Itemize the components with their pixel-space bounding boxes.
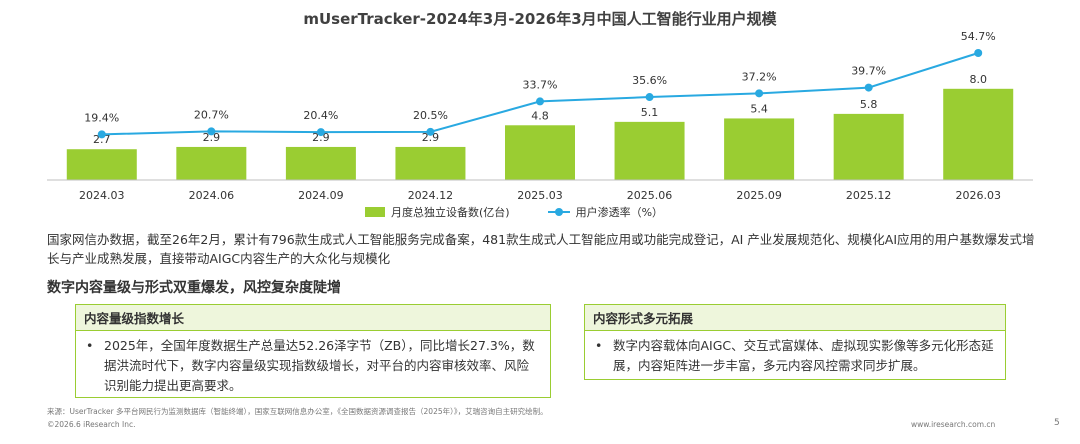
content-form-body: • 数字内容载体向AIGC、交互式富媒体、虚拟现实影像等多元化形态延展，内容矩阵… xyxy=(585,331,1005,381)
bar-value-label: 8.0 xyxy=(969,73,987,86)
line-value-label: 19.4% xyxy=(84,111,119,124)
line-point xyxy=(974,49,983,57)
line-value-label: 37.2% xyxy=(742,70,777,83)
chart-area: 2.7 2024.03 2.9 2024.06 2.9 2024.09 2.9 2024.12… xyxy=(47,30,1033,202)
line-value-label: 33.7% xyxy=(523,78,558,91)
line-value-label: 54.7% xyxy=(961,30,996,43)
bar-value-label: 5.8 xyxy=(860,98,878,111)
bar xyxy=(833,113,904,180)
line-value-label: 20.4% xyxy=(303,109,338,122)
bullet-icon: • xyxy=(86,338,94,353)
bar xyxy=(176,146,247,180)
bar xyxy=(505,125,575,180)
policy-note: 国家网信办数据，截至26年2月，累计有796款生成式人工智能服务完成备案，481… xyxy=(47,232,1035,266)
bar xyxy=(614,121,685,180)
bullet-icon: • xyxy=(595,338,603,353)
line-value-label: 20.5% xyxy=(413,109,448,122)
copyright: ©2026.6 iResearch Inc. xyxy=(47,420,136,429)
legend-item-penetration: 用户渗透率（%） xyxy=(547,204,664,220)
line-value-label: 20.7% xyxy=(194,108,229,121)
section-subheading: 数字内容量级与形式双重爆发，风控复杂度陡增 xyxy=(47,280,341,296)
bar xyxy=(943,88,1014,180)
x-tick-label: 2024.12 xyxy=(408,189,454,202)
line-point xyxy=(645,93,654,102)
bar-value-label: 2.9 xyxy=(312,131,330,144)
legend-line-swatch xyxy=(547,207,570,217)
website: www.iresearch.com.cn xyxy=(911,420,996,429)
chart-title: mUserTracker-2024年3月-2026年3月中国人工智能行业用户规模 xyxy=(303,10,777,28)
content-volume-body: • 2025年，全国年度数据生产总量达52.26泽字节（ZB），同比增长27.3… xyxy=(76,331,550,401)
bar-value-label: 5.1 xyxy=(641,106,659,119)
bar-value-label: 5.4 xyxy=(750,102,768,115)
line-point xyxy=(316,128,325,137)
x-tick-label: 2025.03 xyxy=(517,189,563,202)
bar-value-label: 2.9 xyxy=(422,131,440,144)
legend-bar-swatch xyxy=(365,207,385,217)
line-point xyxy=(207,127,216,136)
bar xyxy=(395,146,466,180)
legend-line-label: 用户渗透率（%） xyxy=(575,206,664,219)
bar xyxy=(285,146,356,180)
page-number: 5 xyxy=(1054,418,1060,428)
line-point xyxy=(864,83,873,92)
source-note: 来源：UserTracker 多平台网民行为监测数据库（智能终端），国家互联网信… xyxy=(47,407,548,416)
content-volume-text: 2025年，全国年度数据生产总量达52.26泽字节（ZB），同比增长27.3%，… xyxy=(104,338,535,393)
line-point xyxy=(426,127,435,136)
x-tick-label: 2025.09 xyxy=(736,189,782,202)
x-tick-label: 2024.06 xyxy=(189,189,235,202)
line-point xyxy=(97,130,106,139)
legend-item-devices: 月度总独立设备数(亿台) xyxy=(365,204,510,220)
x-tick-label: 2024.09 xyxy=(298,189,344,202)
x-tick-label: 2025.12 xyxy=(846,189,892,202)
chart-legend: 月度总独立设备数(亿台) 用户渗透率（%） xyxy=(365,204,663,220)
bar xyxy=(66,149,137,180)
line-value-label: 35.6% xyxy=(632,74,667,87)
content-form-box: 内容形式多元拓展 • 数字内容载体向AIGC、交互式富媒体、虚拟现实影像等多元化… xyxy=(584,304,1006,380)
line-point xyxy=(755,89,764,98)
bar-value-label: 2.9 xyxy=(203,131,221,144)
x-tick-label: 2024.03 xyxy=(79,189,125,202)
bar-value-label: 4.8 xyxy=(531,109,549,122)
line-value-label: 39.7% xyxy=(851,65,886,78)
line-point xyxy=(536,97,544,106)
bar xyxy=(724,118,795,180)
x-tick-label: 2025.06 xyxy=(627,189,673,202)
x-tick-label: 2026.03 xyxy=(955,189,1001,202)
content-volume-box: 内容量级指数增长 • 2025年，全国年度数据生产总量达52.26泽字节（ZB）… xyxy=(75,304,551,398)
content-volume-title: 内容量级指数增长 xyxy=(76,305,550,331)
content-form-text: 数字内容载体向AIGC、交互式富媒体、虚拟现实影像等多元化形态延展，内容矩阵进一… xyxy=(613,338,994,373)
legend-bar-label: 月度总独立设备数(亿台) xyxy=(391,206,510,219)
content-form-title: 内容形式多元拓展 xyxy=(585,305,1005,331)
bar-value-label: 2.7 xyxy=(93,133,111,146)
